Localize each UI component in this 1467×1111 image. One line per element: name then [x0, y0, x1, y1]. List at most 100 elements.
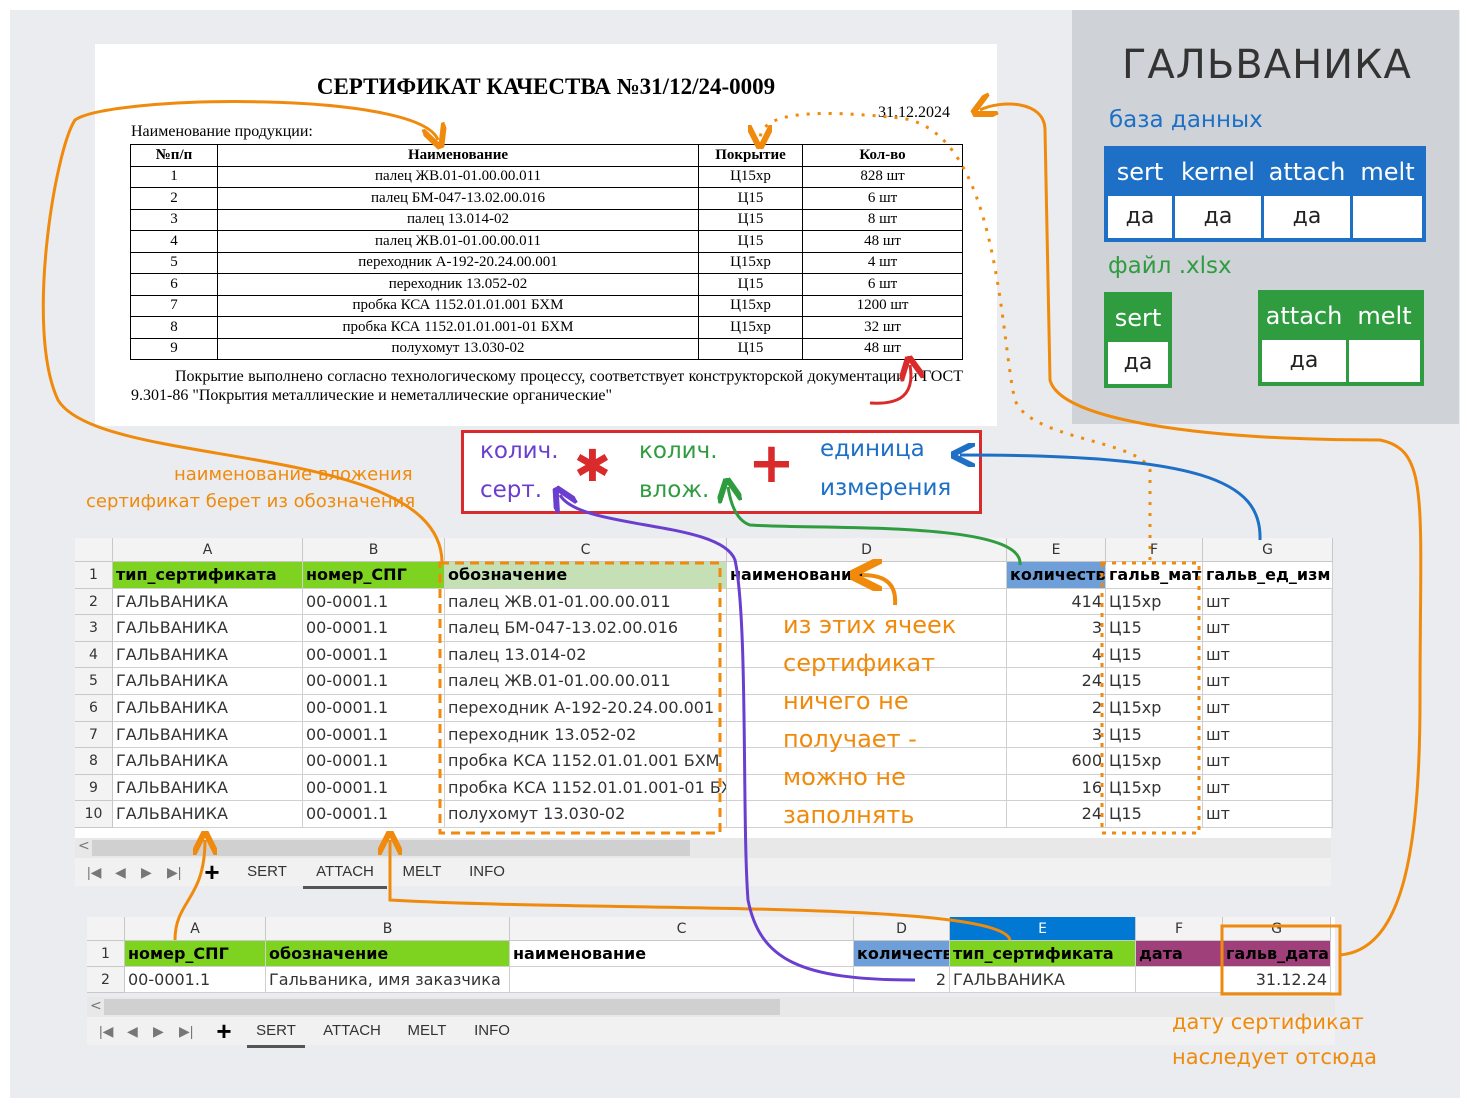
attach_sheet-row-number[interactable]: 1: [75, 562, 113, 589]
attach_sheet-cell[interactable]: ГАЛЬВАНИКА: [113, 588, 303, 616]
sert_sheet-col-header[interactable]: B: [266, 917, 510, 941]
attach_sheet-cell[interactable]: ГАЛЬВАНИКА: [113, 668, 303, 695]
attach_sheet-cell[interactable]: ГАЛЬВАНИКА: [113, 615, 303, 642]
attach_sheet-row-number[interactable]: 3: [75, 615, 113, 642]
attach-tab-attach[interactable]: ATTACH: [303, 858, 387, 889]
sert_sheet-header-cell[interactable]: количество: [854, 941, 950, 967]
attach_sheet-cell[interactable]: 00-0001.1: [303, 774, 445, 802]
attach_sheet-row-number[interactable]: 4: [75, 641, 113, 669]
attach_sheet-cell[interactable]: ГАЛЬВАНИКА: [113, 801, 303, 828]
attach_sheet-col-header[interactable]: G: [1203, 538, 1333, 562]
last-sheet-icon[interactable]: ▶|: [167, 864, 182, 880]
add-sheet-icon[interactable]: +: [204, 857, 220, 887]
sert_sheet-cell[interactable]: [510, 967, 854, 993]
attach_sheet-cell[interactable]: 4: [1007, 641, 1106, 669]
attach_sheet-cell[interactable]: 00-0001.1: [303, 641, 445, 669]
attach_sheet-cell[interactable]: ГАЛЬВАНИКА: [113, 695, 303, 722]
attach_sheet-cell[interactable]: Ц15: [1106, 641, 1203, 669]
sert_sheet-header-cell[interactable]: гальв_дата: [1223, 941, 1331, 967]
attach_sheet-cell[interactable]: Ц15: [1106, 668, 1203, 695]
attach_sheet-cell[interactable]: [727, 641, 1007, 669]
attach_sheet-cell[interactable]: Ц15хр: [1106, 588, 1203, 616]
sert-hscroll-thumb[interactable]: [104, 999, 780, 1015]
attach_sheet-row-number[interactable]: 8: [75, 748, 113, 775]
sert_sheet-cell[interactable]: Гальваника, имя заказчика: [266, 967, 510, 993]
last-sheet-icon[interactable]: ▶|: [179, 1023, 194, 1039]
attach_sheet-cell[interactable]: 2: [1007, 695, 1106, 722]
attach_sheet-cell[interactable]: 00-0001.1: [303, 588, 445, 616]
attach-tab-melt[interactable]: MELT: [402, 863, 442, 880]
attach_sheet-cell[interactable]: шт: [1203, 615, 1333, 642]
attach_sheet-cell[interactable]: ГАЛЬВАНИКА: [113, 721, 303, 749]
attach-scroll-left-icon[interactable]: <: [78, 838, 90, 854]
attach_sheet-row-number[interactable]: 10: [75, 801, 113, 828]
attach_sheet-cell[interactable]: [727, 721, 1007, 749]
attach_sheet-cell[interactable]: 00-0001.1: [303, 695, 445, 722]
attach_sheet-cell[interactable]: 3: [1007, 721, 1106, 749]
next-sheet-icon[interactable]: ▶: [141, 864, 152, 880]
sert_sheet-cell[interactable]: 00-0001.1: [125, 967, 266, 993]
attach_sheet-cell[interactable]: шт: [1203, 588, 1333, 616]
attach_sheet-cell[interactable]: палец ЖВ.01-01.00.00.011: [445, 668, 727, 695]
attach_sheet-cell[interactable]: шт: [1203, 721, 1333, 749]
attach_sheet-cell[interactable]: 00-0001.1: [303, 801, 445, 828]
sert_sheet-row-number[interactable]: 1: [87, 941, 125, 967]
attach-tab-info[interactable]: INFO: [469, 863, 505, 880]
attach_sheet-row-number[interactable]: 5: [75, 668, 113, 695]
attach_sheet-cell[interactable]: Ц15хр: [1106, 774, 1203, 802]
attach_sheet-cell[interactable]: полухомут 13.030-02: [445, 801, 727, 828]
attach_sheet-cell[interactable]: 3: [1007, 615, 1106, 642]
attach_sheet-cell[interactable]: пробка КСА 1152.01.01.001 БХМ: [445, 748, 727, 775]
attach_sheet-header-cell[interactable]: тип_сертификата: [113, 562, 303, 589]
attach_sheet-cell[interactable]: Ц15хр: [1106, 695, 1203, 722]
attach_sheet-row-number[interactable]: 9: [75, 774, 113, 802]
sert_sheet-cell[interactable]: ГАЛЬВАНИКА: [950, 967, 1136, 993]
attach_sheet-cell[interactable]: [727, 615, 1007, 642]
sert-tab-melt[interactable]: MELT: [407, 1022, 447, 1039]
attach_sheet-cell[interactable]: 24: [1007, 801, 1106, 828]
attach_sheet-cell[interactable]: ГАЛЬВАНИКА: [113, 774, 303, 802]
attach_sheet-cell[interactable]: 600: [1007, 748, 1106, 775]
attach_sheet-cell[interactable]: 24: [1007, 668, 1106, 695]
next-sheet-icon[interactable]: ▶: [153, 1023, 164, 1039]
sert-tab-attach[interactable]: ATTACH: [323, 1022, 381, 1039]
sert_sheet-corner[interactable]: [87, 917, 125, 941]
sert_sheet-header-cell[interactable]: тип_сертификата: [950, 941, 1136, 967]
attach_sheet-cell[interactable]: 414: [1007, 588, 1106, 616]
attach_sheet-cell[interactable]: Ц15хр: [1106, 748, 1203, 775]
sert_sheet-col-header[interactable]: E: [950, 917, 1136, 941]
prev-sheet-icon[interactable]: ◀: [115, 864, 126, 880]
attach_sheet-col-header[interactable]: C: [445, 538, 727, 562]
sert_sheet-row-number[interactable]: 2: [87, 967, 125, 993]
attach_sheet-cell[interactable]: [727, 695, 1007, 722]
sert-scroll-left-icon[interactable]: <: [90, 998, 102, 1014]
attach_sheet-cell[interactable]: палец 13.014-02: [445, 641, 727, 669]
sert-tab-info[interactable]: INFO: [474, 1022, 510, 1039]
attach_sheet-cell[interactable]: 16: [1007, 774, 1106, 802]
sert-tab-sert[interactable]: SERT: [247, 1017, 305, 1048]
sert_sheet-col-header[interactable]: A: [125, 917, 266, 941]
attach_sheet-header-cell[interactable]: гальв_мат: [1106, 562, 1203, 589]
sert_sheet-header-cell[interactable]: дата: [1136, 941, 1223, 967]
attach_sheet-cell[interactable]: пробка КСА 1152.01.01.001-01 БХМ: [445, 774, 727, 802]
first-sheet-icon[interactable]: |◀: [99, 1023, 114, 1039]
first-sheet-icon[interactable]: |◀: [87, 864, 102, 880]
attach_sheet-header-cell[interactable]: номер_СПГ: [303, 562, 445, 589]
attach_sheet-col-header[interactable]: A: [113, 538, 303, 562]
attach_sheet-cell[interactable]: 00-0001.1: [303, 721, 445, 749]
attach_sheet-cell[interactable]: шт: [1203, 641, 1333, 669]
attach_sheet-header-cell[interactable]: гальв_ед_изм: [1203, 562, 1333, 589]
attach_sheet-cell[interactable]: [727, 748, 1007, 775]
attach_sheet-header-cell[interactable]: количество: [1007, 562, 1106, 589]
attach_sheet-col-header[interactable]: B: [303, 538, 445, 562]
attach_sheet-cell[interactable]: шт: [1203, 774, 1333, 802]
sert_sheet-header-cell[interactable]: обозначение: [266, 941, 510, 967]
attach_sheet-cell[interactable]: палец ЖВ.01-01.00.00.011: [445, 588, 727, 616]
attach_sheet-cell[interactable]: палец БМ-047-13.02.00.016: [445, 615, 727, 642]
attach_sheet-cell[interactable]: [727, 588, 1007, 616]
attach_sheet-cell[interactable]: шт: [1203, 801, 1333, 828]
attach_sheet-cell[interactable]: 00-0001.1: [303, 668, 445, 695]
attach_sheet-cell[interactable]: Ц15: [1106, 801, 1203, 828]
prev-sheet-icon[interactable]: ◀: [127, 1023, 138, 1039]
sert_sheet-cell[interactable]: 2: [854, 967, 950, 993]
